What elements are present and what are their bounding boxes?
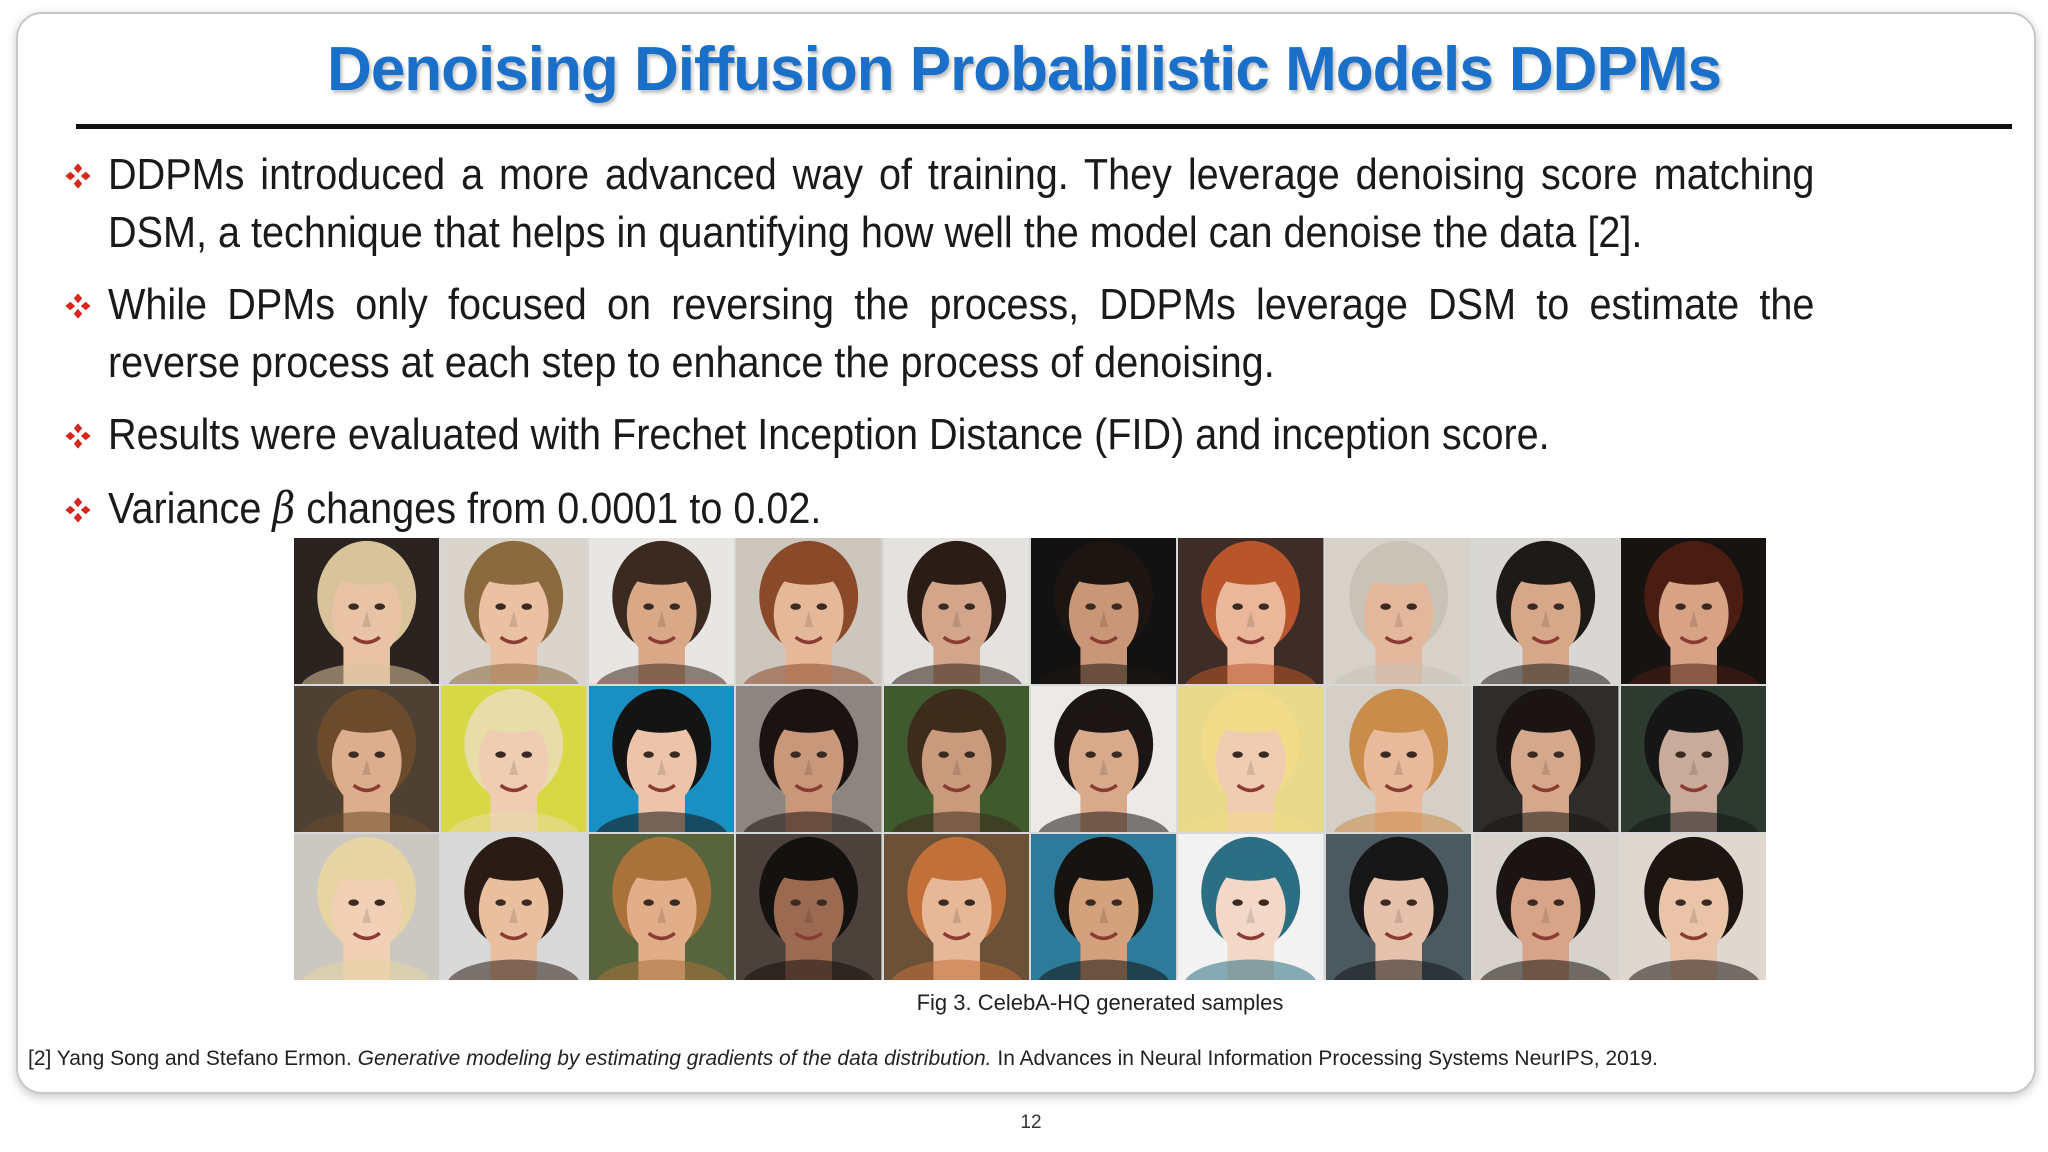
diamond-bullet-icon — [64, 292, 108, 336]
face-sample-image — [883, 834, 1029, 980]
face-sample-image — [1325, 686, 1472, 832]
face-sample-image — [588, 834, 735, 980]
face-sample-image — [588, 686, 735, 832]
bullet-list: DDPMs introduced a more advanced way of … — [64, 146, 2004, 554]
face-sample-image — [1030, 686, 1177, 832]
face-sample-image — [1030, 538, 1177, 684]
beta-symbol: β — [272, 483, 296, 534]
bullet-item: While DPMs only focused on reversing the… — [64, 276, 2004, 392]
face-sample-image — [1473, 834, 1619, 980]
celeba-sample-grid — [294, 538, 1766, 980]
face-sample-image — [1178, 538, 1324, 684]
face-sample-image — [441, 686, 587, 832]
face-sample-image — [441, 834, 587, 980]
reference-authors: [2] Yang Song and Stefano Ermon. — [28, 1047, 352, 1070]
bullet-item: Results were evaluated with Frechet Ince… — [64, 406, 2004, 466]
figure-caption: Fig 3. CelebA-HQ generated samples — [916, 990, 1284, 1015]
bullet-text: DDPMs introduced a more advanced way of … — [108, 150, 1815, 257]
bullet-text: Variance β changes from 0.0001 to 0.02. — [108, 480, 1814, 538]
face-sample-image — [1030, 834, 1177, 980]
bullet-item: Variance β changes from 0.0001 to 0.02. — [64, 480, 2004, 540]
bullet-item: DDPMs introduced a more advanced way of … — [64, 146, 2004, 262]
face-sample-image — [1178, 686, 1324, 832]
face-sample-image — [736, 686, 882, 832]
face-sample-image — [883, 686, 1029, 832]
slide-title: Denoising Diffusion Probabilistic Models… — [327, 35, 1722, 104]
face-sample-image — [883, 538, 1029, 684]
face-sample-image — [294, 686, 440, 832]
face-sample-image — [1620, 538, 1766, 684]
face-sample-image — [736, 538, 882, 684]
face-sample-image — [1620, 686, 1766, 832]
page-number: 12 — [1020, 1112, 1042, 1133]
variance-label: Variance — [108, 484, 262, 533]
face-sample-image — [1325, 834, 1472, 980]
face-sample-image — [1473, 538, 1619, 684]
diamond-bullet-icon — [64, 496, 108, 540]
variance-range: changes from 0.0001 to 0.02. — [306, 484, 822, 533]
bullet-text: While DPMs only focused on reversing the… — [108, 280, 1815, 387]
face-sample-image — [1325, 538, 1472, 684]
face-sample-image — [1473, 686, 1619, 832]
diamond-bullet-icon — [64, 422, 108, 466]
reference-citation: [2] Yang Song and Stefano Ermon. Generat… — [28, 1047, 1658, 1071]
face-sample-image — [588, 538, 735, 684]
face-sample-image — [294, 538, 440, 684]
face-sample-image — [294, 834, 440, 980]
face-sample-image — [1620, 834, 1766, 980]
face-sample-image — [736, 834, 882, 980]
bullet-text: Results were evaluated with Frechet Ince… — [108, 410, 1550, 459]
face-sample-image — [1178, 834, 1324, 980]
reference-venue: In Advances in Neural Information Proces… — [997, 1047, 1659, 1070]
diamond-bullet-icon — [64, 162, 108, 206]
title-divider — [76, 124, 2012, 129]
reference-title: Generative modeling by estimating gradie… — [357, 1047, 992, 1070]
face-sample-image — [441, 538, 587, 684]
